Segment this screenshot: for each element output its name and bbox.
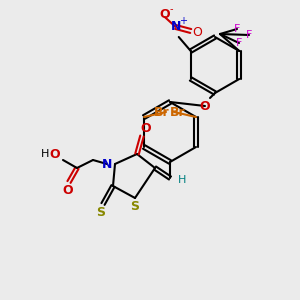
Text: O: O: [159, 8, 170, 22]
Text: +: +: [179, 16, 187, 26]
Text: N: N: [171, 20, 181, 34]
Text: O: O: [50, 148, 60, 160]
Text: O: O: [192, 26, 202, 38]
Text: O: O: [141, 122, 151, 134]
Text: F: F: [234, 24, 240, 34]
Text: S: S: [97, 206, 106, 220]
Text: -: -: [170, 4, 173, 14]
Text: O: O: [63, 184, 73, 196]
Text: N: N: [102, 158, 112, 170]
Text: H: H: [41, 149, 49, 159]
Text: F: F: [246, 30, 252, 40]
Text: F: F: [236, 38, 242, 48]
Text: S: S: [130, 200, 140, 214]
Text: Br: Br: [154, 106, 170, 118]
Text: H: H: [178, 175, 186, 185]
Text: Br: Br: [170, 106, 186, 118]
Text: O: O: [200, 100, 210, 112]
